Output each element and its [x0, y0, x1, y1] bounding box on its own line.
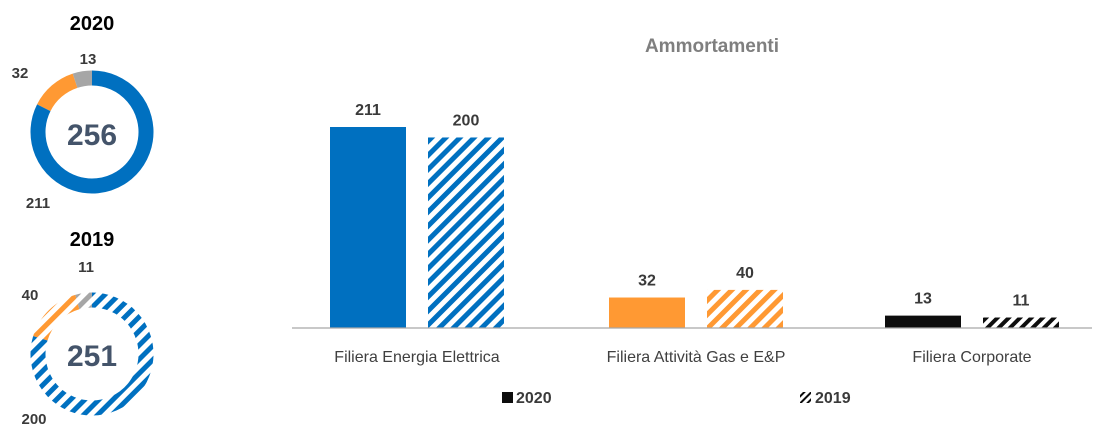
- bar-gas-2020: [609, 297, 685, 328]
- donut-2020-slice-label-gas: 32: [12, 65, 29, 82]
- donut-2020-slice-energia: [30, 70, 154, 194]
- bar-corporate-2019: [983, 317, 1059, 328]
- donut-2020-slice-gas: [37, 73, 78, 112]
- legend-label-2020: 2020: [516, 390, 552, 407]
- donut-2020: 2020 256 13 32 211: [12, 13, 154, 212]
- legend-label-2019: 2019: [815, 390, 851, 407]
- bar-corporate-2020: [885, 315, 961, 328]
- legend-swatch-2019: [800, 392, 811, 403]
- legend-swatch-2020: [502, 392, 513, 403]
- donut-2019-slice-label-gas: 40: [22, 287, 39, 304]
- data-label-energia-2019: 200: [453, 112, 480, 129]
- donut-2019-slice-label-energia: 200: [21, 411, 46, 428]
- legend-item-2019: 2019: [800, 390, 851, 407]
- x-tick-label-energia: Filiera Energia Elettrica: [334, 349, 500, 366]
- x-axis-tick-labels: Filiera Energia Elettrica Filiera Attivit…: [334, 349, 1031, 366]
- donut-2019-slice-energia: [30, 292, 154, 416]
- donut-2020-slice-label-energia: 211: [26, 195, 50, 212]
- donut-2019-slice-other: [75, 292, 93, 310]
- donut-2020-title: 2020: [70, 13, 115, 35]
- donut-2019-title: 2019: [70, 229, 115, 251]
- bar-gas-2019: [707, 289, 783, 328]
- bar-energia-2020: [330, 127, 406, 328]
- donut-2019: 2019 251 11 40 200: [21, 229, 154, 428]
- legend: 2020 2019: [502, 390, 851, 407]
- data-label-gas-2020: 32: [638, 273, 656, 290]
- donut-2019-slice-label-other: 11: [78, 259, 94, 276]
- donut-2020-slice-other: [72, 70, 93, 88]
- data-label-gas-2019: 40: [736, 265, 754, 282]
- data-label-energia-2020: 211: [355, 102, 381, 119]
- legend-item-2020: 2020: [502, 390, 552, 407]
- bar-chart-title: Ammortamenti: [645, 36, 779, 57]
- x-tick-label-gas: Filiera Attività Gas e E&P: [607, 349, 786, 366]
- bar-plot-area: 211 200 32 40 13 11: [330, 102, 1059, 328]
- data-label-corporate-2020: 13: [914, 291, 932, 308]
- donut-2019-center-label: 251: [67, 340, 117, 373]
- bar-energia-2019: [428, 137, 504, 328]
- donut-2020-center-label: 256: [67, 119, 117, 152]
- donut-2020-slice-label-other: 13: [80, 51, 97, 68]
- data-label-corporate-2019: 11: [1013, 293, 1030, 310]
- donut-2019-slice-gas: [33, 294, 80, 341]
- x-tick-label-corporate: Filiera Corporate: [912, 349, 1031, 366]
